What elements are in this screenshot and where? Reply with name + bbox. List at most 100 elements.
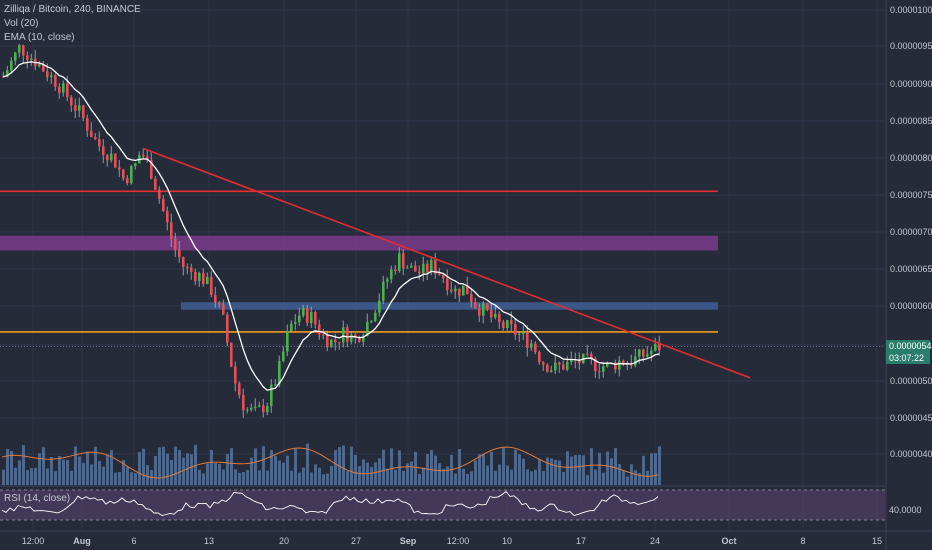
- time-tick-label: Oct: [721, 536, 736, 546]
- volume-bar: [22, 445, 25, 485]
- volume-bar: [314, 464, 317, 485]
- candle-body: [6, 70, 9, 77]
- candle-body: [602, 366, 605, 372]
- grid: [0, 0, 885, 530]
- countdown-badge: 03:07:22: [886, 352, 930, 364]
- candle-body: [502, 322, 505, 329]
- volume-bar: [178, 450, 181, 485]
- candle-body: [222, 304, 225, 315]
- volume-bar: [182, 457, 185, 485]
- candle-body: [78, 105, 81, 111]
- candle-body: [586, 353, 589, 355]
- volume-bar: [466, 473, 469, 485]
- volume-bar: [418, 474, 421, 485]
- volume-bar: [542, 470, 545, 485]
- candle-body: [202, 272, 205, 284]
- candle-body: [266, 405, 269, 413]
- candle-body: [326, 334, 329, 348]
- trendline[interactable]: [142, 147, 751, 379]
- candle-body: [474, 302, 477, 309]
- candle-body: [254, 406, 257, 408]
- volume-bar: [490, 451, 493, 485]
- time-axis[interactable]: 12:00 Aug 6 13 20 27 Sep 12:00 10 17 24 Oct 8 15: [0, 530, 932, 546]
- candle-body: [374, 312, 377, 322]
- candle-body: [618, 360, 621, 370]
- volume-bar: [190, 454, 193, 485]
- volume-bar: [114, 472, 117, 485]
- volume-bar: [642, 455, 645, 485]
- volume-bar: [442, 468, 445, 485]
- volume-bar: [574, 455, 577, 485]
- candle-body: [18, 45, 21, 53]
- volume-bar: [230, 448, 233, 485]
- volume-bar: [18, 460, 21, 485]
- candle-body: [314, 311, 317, 325]
- volume-bar: [566, 451, 569, 485]
- volume-bar: [610, 458, 613, 485]
- volume-bar: [330, 465, 333, 485]
- candle-body: [46, 71, 49, 78]
- volume-bar: [370, 466, 373, 485]
- candle-body: [158, 189, 161, 200]
- candle-body: [562, 364, 565, 370]
- candle-body: [346, 327, 349, 342]
- candle-body: [402, 253, 405, 269]
- volume-bar: [498, 464, 501, 485]
- candle-body: [114, 153, 117, 168]
- descending-trendline: [142, 147, 751, 379]
- blue-zone: [181, 302, 718, 310]
- candle-body: [218, 302, 221, 305]
- candle-body: [354, 334, 357, 338]
- candle-body: [230, 342, 233, 367]
- volume-bar: [130, 472, 133, 485]
- candle-body: [526, 332, 529, 348]
- volume-bar: [226, 454, 229, 485]
- volume-bar: [90, 464, 93, 485]
- volume-bar: [222, 469, 225, 485]
- candle-body: [102, 146, 105, 156]
- volume-bar: [234, 469, 237, 485]
- candle-body: [234, 366, 237, 384]
- candle-body: [190, 267, 193, 272]
- candle-body: [406, 267, 409, 269]
- candle-body: [458, 288, 461, 296]
- candle-body: [498, 313, 501, 323]
- purple-zone: [0, 235, 718, 251]
- rsi-value: 40.0000: [889, 505, 922, 515]
- volume-bar: [506, 465, 509, 485]
- volume-bar: [262, 446, 265, 485]
- candle-body: [262, 405, 265, 413]
- volume-bar: [194, 444, 197, 485]
- candle-body: [42, 64, 45, 72]
- volume-bar: [306, 443, 309, 485]
- candle-body: [170, 222, 173, 240]
- candle-body: [446, 278, 449, 290]
- candle-body: [646, 354, 649, 357]
- volume-bar: [578, 455, 581, 485]
- candle-body: [98, 139, 101, 147]
- time-tick-label: 15: [872, 536, 882, 546]
- candle-body: [250, 407, 253, 410]
- ema-line: [3, 61, 660, 391]
- volume-bar: [446, 466, 449, 485]
- volume-bar: [562, 471, 565, 485]
- candle-body: [538, 352, 541, 363]
- volume-bar: [106, 454, 109, 485]
- volume-bar: [454, 473, 457, 485]
- volume-bar: [206, 463, 209, 485]
- candle-body: [182, 257, 185, 267]
- candle-body: [50, 75, 53, 78]
- candle-body: [150, 160, 153, 179]
- volume-bar: [154, 456, 157, 485]
- candle-body: [258, 405, 261, 407]
- volume-bar: [318, 467, 321, 485]
- volume-bar: [646, 470, 649, 485]
- volume-bar: [278, 460, 281, 485]
- candle-body: [322, 334, 325, 336]
- volume-bar: [74, 446, 77, 485]
